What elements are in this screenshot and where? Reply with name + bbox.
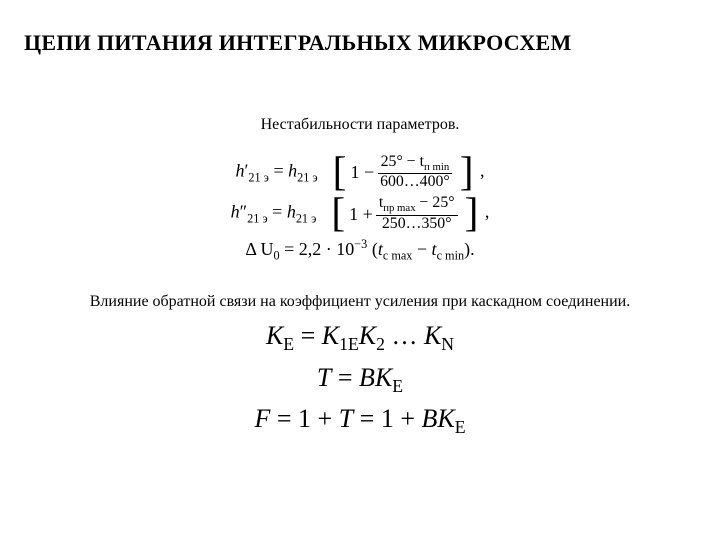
K: K bbox=[266, 321, 283, 350]
E: E bbox=[283, 335, 294, 355]
eq-ke: KE = K1EK2 … KN bbox=[266, 318, 454, 357]
t1-sub: c max bbox=[383, 249, 413, 263]
bracket-open: [ bbox=[331, 196, 345, 229]
K: K bbox=[437, 404, 454, 433]
minus: − bbox=[412, 239, 431, 259]
section2-equations: KE = K1EK2 … KN T = BKE F = 1 + T = 1 + … bbox=[20, 317, 700, 440]
E: E bbox=[455, 417, 466, 437]
E: E bbox=[392, 376, 403, 396]
eq2: = 1 + bbox=[353, 404, 421, 433]
KN: K bbox=[424, 321, 441, 350]
subN: N bbox=[441, 335, 454, 355]
one-plus: 1 + bbox=[349, 201, 373, 227]
tail: , bbox=[485, 202, 490, 222]
eq: = bbox=[331, 363, 359, 392]
frac-den: 600…400° bbox=[377, 174, 453, 191]
slide-title: ЦЕПИ ПИТАНИЯ ИНТЕГРАЛЬНЫХ МИКРОСХЕМ bbox=[24, 30, 700, 56]
frac-den: 250…350° bbox=[379, 216, 455, 233]
sym-sub: 21 э bbox=[248, 170, 269, 184]
slide: ЦЕПИ ПИТАНИЯ ИНТЕГРАЛЬНЫХ МИКРОСХЕМ Нест… bbox=[0, 0, 720, 540]
bracket-close: ] bbox=[465, 196, 479, 229]
paren-close: ). bbox=[464, 239, 475, 259]
bracket-group: [ 1 + tпр max − 25° 250…350° ] bbox=[331, 195, 478, 232]
F: F bbox=[254, 404, 270, 433]
delta-u: Δ U bbox=[245, 239, 273, 259]
section1-equations: h′21 э = h21 э [ 1 − 25° − tп min 600…40… bbox=[20, 152, 700, 267]
dots: … bbox=[385, 321, 424, 350]
B: B bbox=[359, 363, 375, 392]
eq1: = 1 + bbox=[270, 404, 338, 433]
K1: K bbox=[322, 321, 339, 350]
exp: −3 bbox=[354, 237, 367, 251]
bracket-open: [ bbox=[333, 155, 347, 188]
eq-h21-prime: h′21 э = h21 э [ 1 − 25° − tп min 600…40… bbox=[235, 154, 484, 191]
frac-num-sub: пр max bbox=[383, 202, 415, 214]
sym-h2: h bbox=[288, 161, 297, 181]
K: K bbox=[375, 363, 392, 392]
bracket-group: [ 1 − 25° − tп min 600…400° ] bbox=[333, 154, 474, 191]
T: T bbox=[317, 363, 331, 392]
section2-subtitle: Влияние обратной связи на коэффициент ус… bbox=[20, 293, 700, 311]
B: B bbox=[421, 404, 437, 433]
t2-sub: c min bbox=[437, 249, 465, 263]
sym-eq: = bbox=[273, 161, 288, 181]
eq: = bbox=[294, 321, 322, 350]
sub2: 2 bbox=[376, 335, 385, 355]
bracket-close: ] bbox=[460, 155, 474, 188]
fraction: 25° − tп min 600…400° bbox=[377, 154, 453, 191]
sym-eq: = bbox=[272, 202, 287, 222]
sym-prime: ″ bbox=[240, 202, 248, 222]
tail: , bbox=[480, 161, 485, 181]
fraction: tпр max − 25° 250…350° bbox=[376, 195, 458, 232]
eq-delta-u0: Δ U0 = 2,2 · 10−3 (tc max − tc min). bbox=[245, 236, 474, 265]
frac-num-sub: п min bbox=[424, 161, 449, 173]
section1-subtitle: Нестабильности параметров. bbox=[20, 116, 700, 134]
T: T bbox=[339, 404, 353, 433]
one-minus: 1 − bbox=[350, 159, 374, 185]
sym-h2: h bbox=[287, 202, 296, 222]
eq-f: F = 1 + T = 1 + BKE bbox=[254, 401, 465, 440]
frac-num: 25° − t bbox=[381, 153, 424, 170]
sub0: 0 bbox=[274, 249, 280, 263]
eq-h21-doubleprime: h″21 э = h21 э [ 1 + tпр max − 25° 250…3… bbox=[231, 195, 490, 232]
sym-h: h bbox=[231, 202, 240, 222]
sym-sub2: 21 э bbox=[297, 170, 318, 184]
K2: K bbox=[359, 321, 376, 350]
sym-sub2: 21 э bbox=[296, 211, 317, 225]
sym-sub: 21 э bbox=[247, 211, 268, 225]
eq-num: = 2,2 · 10 bbox=[284, 239, 354, 259]
frac-num-tail: − 25° bbox=[416, 194, 455, 211]
sub1: 1E bbox=[339, 335, 359, 355]
section2: Влияние обратной связи на коэффициент ус… bbox=[20, 293, 700, 440]
eq-t: T = BKE bbox=[317, 360, 403, 399]
